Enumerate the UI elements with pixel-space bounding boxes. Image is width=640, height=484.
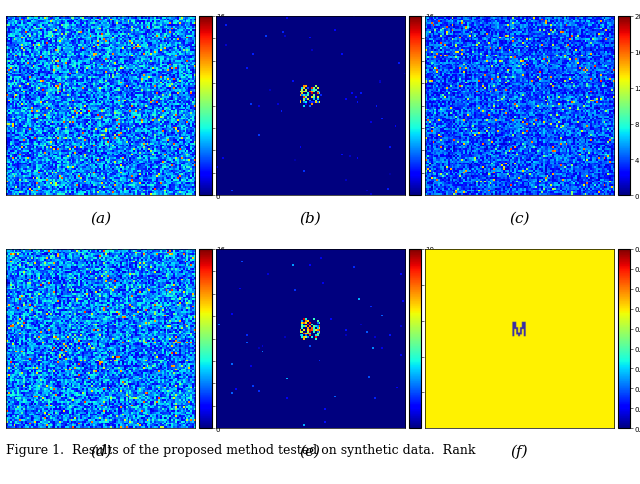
Text: Figure 1.  Results of the proposed method tested on synthetic data.  Rank: Figure 1. Results of the proposed method… [6,443,476,456]
Text: (d): (d) [90,444,112,458]
Text: (f): (f) [511,444,529,458]
Text: (e): (e) [300,444,321,458]
Text: (b): (b) [300,212,321,225]
Text: (c): (c) [509,212,530,225]
Text: (a): (a) [90,212,111,225]
